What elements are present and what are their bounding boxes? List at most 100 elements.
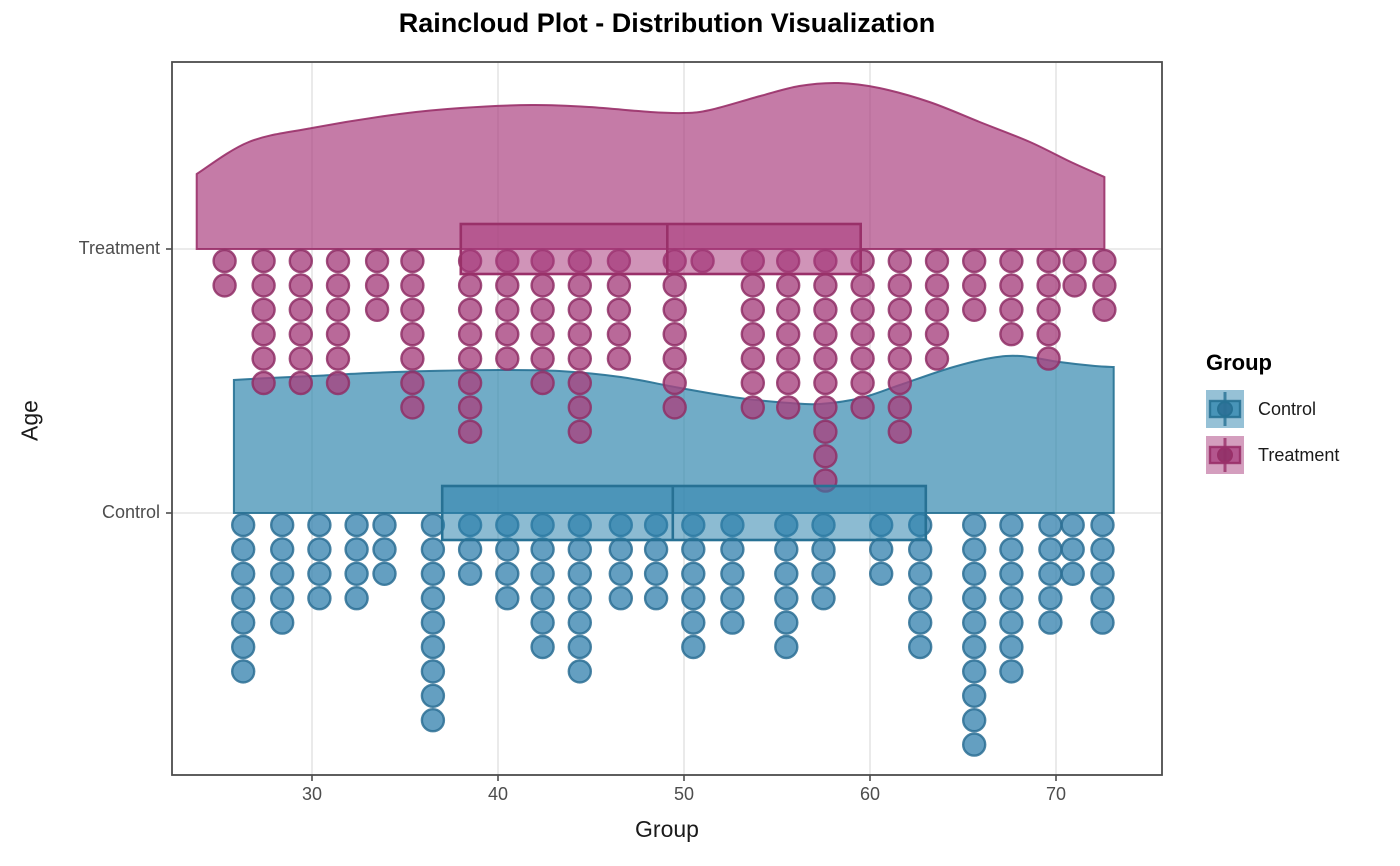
- data-dot: [270, 561, 295, 586]
- x-tick-label-50: 50: [673, 784, 695, 804]
- data-dot: [530, 561, 555, 586]
- data-dot: [924, 346, 950, 371]
- data-dot: [776, 322, 801, 347]
- data-dot: [1036, 273, 1061, 298]
- data-dot: [567, 395, 592, 420]
- data-dot: [962, 561, 987, 586]
- data-dot: [344, 586, 369, 611]
- data-dot: [662, 322, 687, 347]
- data-dot: [344, 512, 369, 538]
- data-dot: [495, 537, 520, 562]
- data-dot: [606, 297, 632, 322]
- data-dot: [288, 370, 313, 396]
- data-dot: [270, 512, 295, 538]
- data-dot: [774, 561, 799, 586]
- data-dot: [908, 634, 933, 660]
- data-dot: [774, 586, 799, 611]
- data-dot: [372, 512, 397, 538]
- data-dot: [1092, 297, 1117, 322]
- data-dot: [720, 610, 745, 635]
- data-dot: [813, 370, 838, 396]
- data-dot: [567, 561, 592, 586]
- data-dot: [908, 586, 933, 611]
- data-dot: [400, 322, 425, 347]
- data-dot: [999, 322, 1024, 347]
- data-dot: [400, 395, 425, 420]
- data-dot: [288, 346, 313, 371]
- data-dot: [606, 346, 632, 371]
- data-dot: [288, 322, 313, 347]
- data-dot: [495, 346, 520, 371]
- data-dot: [999, 586, 1024, 611]
- data-dot: [1060, 561, 1085, 586]
- data-dot: [606, 322, 632, 347]
- data-dot: [962, 586, 987, 611]
- data-dot: [681, 537, 706, 562]
- data-dot: [400, 370, 425, 396]
- data-dot: [1092, 273, 1117, 298]
- data-dot: [420, 537, 446, 562]
- data-dot: [962, 708, 987, 733]
- data-dot: [420, 659, 446, 684]
- data-dot: [850, 370, 875, 396]
- data-dot: [530, 297, 555, 322]
- x-tick-label-40: 40: [487, 784, 509, 804]
- data-dot: [962, 659, 987, 684]
- data-dot: [420, 586, 446, 611]
- data-dot: [495, 273, 520, 298]
- data-dot: [813, 444, 838, 469]
- data-dot: [681, 586, 706, 611]
- data-dot: [776, 395, 801, 420]
- data-dot: [344, 537, 369, 562]
- data-dot: [457, 370, 483, 396]
- data-dot: [1090, 586, 1115, 611]
- data-dot: [288, 297, 313, 322]
- legend: Group Control Treatment: [1206, 350, 1339, 482]
- data-dot: [372, 537, 397, 562]
- axis-tick-marks: [166, 248, 1057, 781]
- data-dot: [774, 610, 799, 635]
- data-dot: [1038, 537, 1063, 562]
- data-dot: [325, 248, 351, 274]
- legend-label-treatment: Treatment: [1258, 444, 1340, 465]
- data-dot: [1060, 512, 1085, 538]
- legend-entry-treatment: Treatment: [1206, 436, 1339, 474]
- data-dot: [740, 346, 765, 371]
- legend-entry-control: Control: [1206, 390, 1339, 428]
- data-dot: [1038, 610, 1063, 635]
- data-dot: [908, 561, 933, 586]
- data-dot: [420, 634, 446, 660]
- chart-title: Raincloud Plot - Distribution Visualizat…: [398, 8, 936, 38]
- data-dot: [364, 273, 390, 298]
- y-axis-title: Age: [16, 400, 43, 441]
- data-dot: [662, 297, 687, 322]
- x-tick-label-70: 70: [1045, 784, 1067, 804]
- data-dot: [288, 248, 313, 274]
- data-dot: [457, 561, 483, 586]
- data-dot: [251, 346, 276, 371]
- data-dot: [887, 419, 912, 444]
- data-dot: [530, 273, 555, 298]
- data-dot: [325, 273, 351, 298]
- data-dot: [230, 586, 256, 611]
- data-dot: [230, 634, 256, 660]
- data-dot: [887, 248, 912, 274]
- data-dot: [869, 561, 894, 586]
- data-dot: [420, 561, 446, 586]
- data-dot: [1090, 561, 1115, 586]
- data-dot: [887, 322, 912, 347]
- data-dot: [567, 419, 592, 444]
- data-dot: [567, 297, 592, 322]
- data-dot: [212, 248, 237, 274]
- data-dot: [230, 561, 256, 586]
- data-dot: [850, 297, 875, 322]
- data-dot: [1060, 537, 1085, 562]
- data-dot: [325, 370, 351, 396]
- data-dot: [230, 610, 256, 635]
- data-dot: [567, 537, 592, 562]
- data-dot: [608, 586, 633, 611]
- data-dot: [400, 297, 425, 322]
- box-treatment: [459, 222, 862, 276]
- data-dot: [251, 297, 276, 322]
